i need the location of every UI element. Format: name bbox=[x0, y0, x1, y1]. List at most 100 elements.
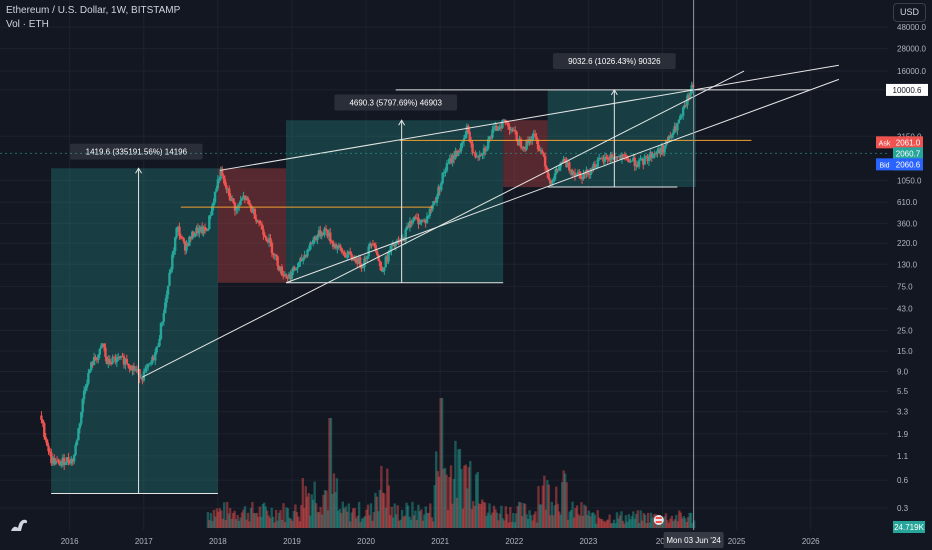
candle-body bbox=[459, 143, 463, 152]
price-axis-label: 9.0 bbox=[897, 367, 909, 376]
candle-body bbox=[209, 215, 212, 217]
volume-bar bbox=[360, 518, 364, 528]
candle-body bbox=[164, 302, 167, 314]
candle-body bbox=[340, 247, 343, 252]
candle-body bbox=[210, 205, 214, 216]
volume-bar bbox=[448, 476, 451, 528]
candle-body bbox=[677, 119, 681, 124]
volume-bar bbox=[575, 505, 579, 528]
candle-body bbox=[225, 185, 228, 190]
volume-bar bbox=[408, 516, 411, 528]
candle-body bbox=[67, 457, 70, 462]
volume-bar bbox=[645, 523, 648, 528]
candle-body bbox=[149, 362, 153, 364]
price-tag-label-box bbox=[876, 136, 893, 149]
candle-body bbox=[525, 139, 528, 150]
price-axis-label: 220.0 bbox=[897, 239, 918, 248]
candle-body bbox=[653, 153, 656, 155]
candle-body bbox=[599, 157, 602, 159]
volume-bar bbox=[310, 494, 313, 528]
time-axis-label: 202 bbox=[656, 537, 670, 546]
candle-body bbox=[114, 357, 117, 363]
volume-bar bbox=[688, 512, 691, 528]
candle-body bbox=[229, 196, 232, 202]
volume-bar bbox=[223, 502, 226, 528]
price-tag-label: Ask bbox=[879, 140, 891, 147]
volume-bar bbox=[436, 471, 439, 528]
tradingview-logo-icon[interactable] bbox=[9, 515, 31, 533]
candle-body bbox=[212, 202, 215, 206]
candle-body bbox=[228, 188, 231, 197]
volume-bar bbox=[354, 518, 358, 528]
volume-bar bbox=[254, 513, 257, 528]
volume-bar bbox=[424, 506, 428, 528]
candle-body bbox=[643, 156, 646, 165]
candle-body bbox=[347, 251, 350, 255]
currency-button[interactable]: USD bbox=[893, 3, 926, 22]
volume-bar bbox=[547, 484, 551, 528]
volume-bar bbox=[261, 504, 264, 528]
candle-body bbox=[418, 222, 422, 225]
candle-body bbox=[366, 256, 369, 260]
volume-bar bbox=[463, 465, 466, 528]
candle-body bbox=[317, 230, 321, 236]
candle-body bbox=[533, 133, 537, 137]
volume-bar bbox=[461, 508, 465, 528]
candle-body bbox=[330, 241, 333, 243]
candle-body bbox=[78, 423, 82, 429]
candle-body bbox=[474, 153, 477, 157]
candle-body bbox=[360, 265, 363, 268]
candle-body bbox=[434, 201, 437, 203]
candle-body bbox=[603, 156, 607, 162]
candle-body bbox=[469, 141, 473, 144]
candle-body bbox=[681, 107, 685, 116]
volume-bars bbox=[206, 398, 696, 528]
volume-bar bbox=[236, 515, 239, 528]
candle-body bbox=[337, 245, 340, 247]
candle-body bbox=[92, 357, 96, 366]
candle-body bbox=[40, 415, 43, 421]
candle-body bbox=[671, 132, 675, 136]
candle-body bbox=[247, 200, 251, 205]
candle-body bbox=[203, 226, 207, 231]
candle-body bbox=[440, 183, 443, 190]
candle-body bbox=[580, 178, 584, 180]
candle-body bbox=[481, 154, 484, 156]
volume-bar bbox=[577, 514, 580, 528]
candle-body bbox=[105, 356, 109, 364]
volume-bar bbox=[314, 503, 318, 528]
candle-body bbox=[198, 228, 201, 234]
candle-body bbox=[467, 125, 470, 133]
candle-body bbox=[128, 365, 131, 370]
candle-body bbox=[670, 135, 673, 138]
volume-indicator-label[interactable]: Vol · ETH bbox=[6, 19, 49, 30]
volume-bar bbox=[553, 505, 556, 528]
candle-body bbox=[415, 217, 419, 219]
candle-body bbox=[213, 191, 217, 203]
volume-bar bbox=[307, 493, 310, 528]
volume-bar bbox=[340, 513, 343, 528]
volume-bar bbox=[627, 514, 631, 528]
candle-body bbox=[649, 152, 652, 158]
candle-body bbox=[666, 140, 669, 142]
volume-bar bbox=[263, 502, 266, 528]
candle-body bbox=[562, 158, 565, 163]
candle-body bbox=[250, 206, 254, 213]
candle-body bbox=[145, 367, 148, 369]
candle-body bbox=[132, 366, 136, 371]
price-axis bbox=[888, 0, 932, 550]
candle-body bbox=[384, 256, 387, 268]
volume-bar bbox=[522, 503, 525, 528]
volume-bar bbox=[608, 514, 611, 528]
candle-body bbox=[290, 271, 294, 279]
candle-body bbox=[680, 115, 683, 117]
candle-body bbox=[583, 172, 587, 175]
volume-bar bbox=[249, 507, 253, 528]
candle-body bbox=[667, 135, 671, 142]
volume-bar bbox=[217, 511, 220, 528]
candle-body bbox=[324, 228, 328, 231]
candle-body bbox=[303, 254, 306, 259]
candle-body bbox=[543, 156, 547, 167]
candle-body bbox=[280, 266, 284, 276]
